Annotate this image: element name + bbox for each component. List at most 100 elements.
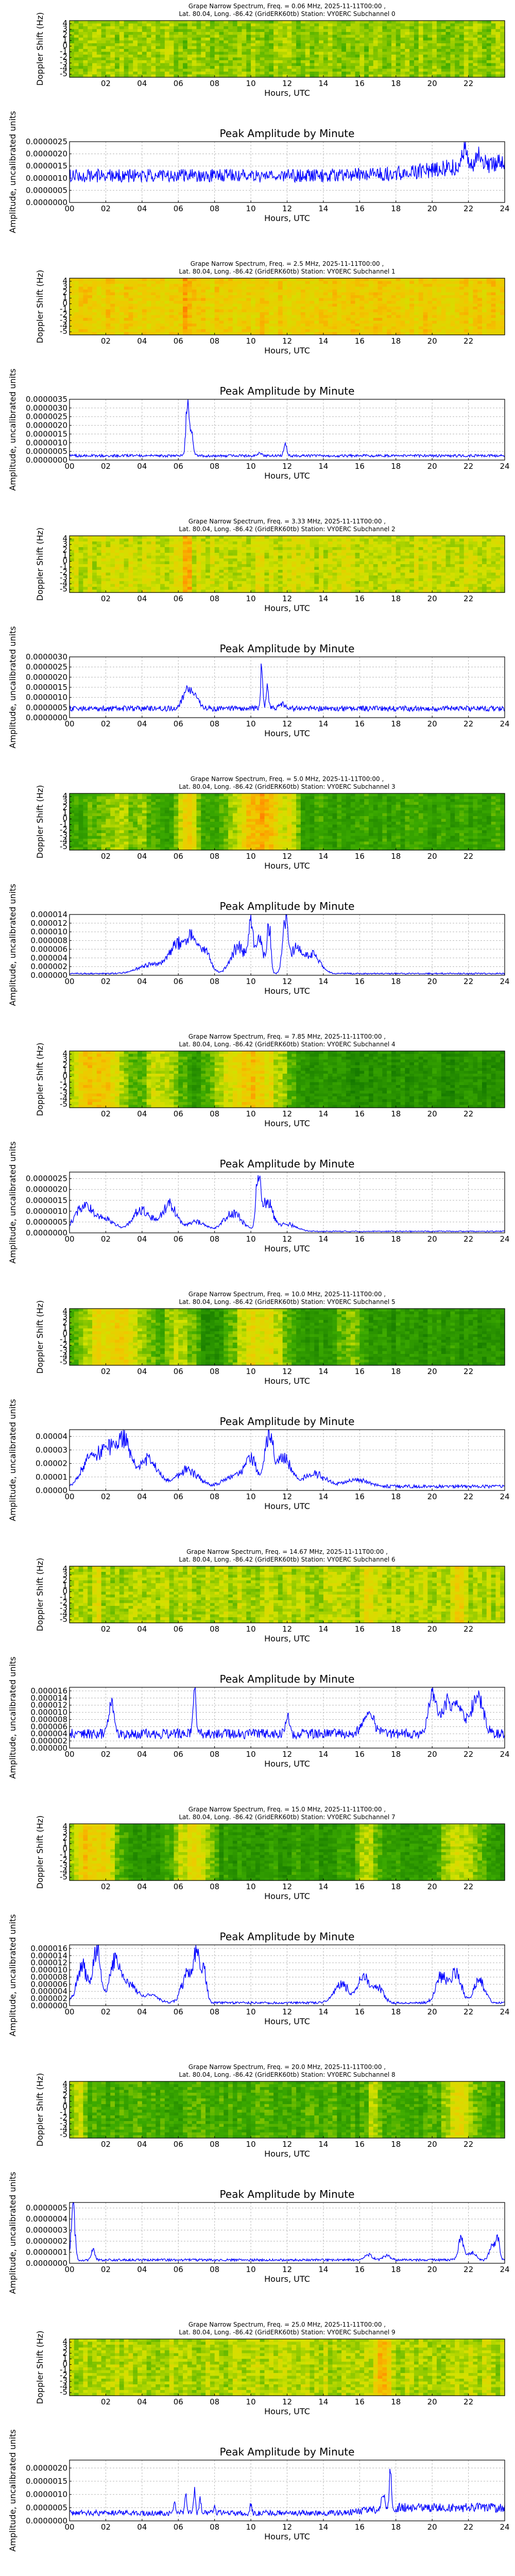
spectrogram-cell: [396, 49, 401, 53]
spectrogram-cell: [455, 286, 460, 290]
spectrogram-cell: [264, 292, 269, 296]
spectrogram-cell: [246, 309, 251, 313]
spectrogram-cell: [427, 69, 433, 72]
spectrogram-cell: [169, 575, 175, 579]
spectrogram-cell: [482, 74, 487, 78]
spectrogram-cell: [418, 309, 424, 313]
spectrogram-cell: [287, 298, 292, 301]
spectrogram-cell: [78, 292, 83, 296]
spectrogram-cell: [364, 290, 369, 293]
spectrogram-cell: [432, 29, 437, 32]
spectrogram-cell: [445, 32, 451, 36]
spectrogram-cell: [450, 307, 455, 310]
spectrogram-cell: [83, 60, 88, 64]
spectrogram-cell: [282, 43, 288, 47]
spectrogram-cell: [201, 298, 206, 301]
spectrogram-cell: [128, 553, 133, 556]
spectrogram-cell: [210, 55, 215, 58]
spectrogram-cell: [246, 21, 251, 24]
spectrogram-cell: [486, 307, 492, 310]
spectrogram-cell: [423, 298, 428, 301]
spectrogram-cell: [201, 589, 206, 593]
spectrogram-cell: [146, 581, 152, 585]
spectrogram-cell: [174, 544, 179, 548]
spectrogram-cell: [124, 32, 129, 36]
spectrogram-cell: [124, 307, 129, 310]
spectrogram-cell: [78, 538, 83, 542]
spectrogram-cell: [169, 35, 175, 38]
spectrogram-cell: [300, 326, 306, 330]
spectrogram-cell: [174, 561, 179, 565]
spectrogram-cell: [96, 72, 102, 75]
spectrogram-cell: [260, 309, 265, 313]
spectrogram-cell: [224, 29, 229, 32]
spectrogram-cell: [138, 21, 143, 24]
spectrogram-cell: [164, 570, 170, 573]
spectrogram-cell: [310, 23, 315, 27]
spectrogram-cell: [255, 558, 261, 562]
spectrogram-cell: [183, 326, 188, 330]
spectrogram-cell: [119, 57, 125, 61]
spectrogram-cell: [269, 52, 274, 55]
spectrogram-cell: [156, 284, 161, 287]
spectrogram-cell: [273, 284, 279, 287]
spectrogram-cell: [332, 292, 337, 296]
spectrogram-cell: [237, 63, 243, 66]
spectrogram-cell: [328, 326, 333, 330]
spectrogram-cell: [92, 544, 97, 548]
spectrogram-cell: [164, 547, 170, 551]
spectrogram-cell: [70, 547, 75, 551]
spectrogram-cell: [160, 536, 165, 539]
spectrogram-cell: [146, 60, 152, 64]
spectrogram-cell: [468, 74, 473, 78]
spectrogram-cell: [441, 324, 447, 327]
spectrogram-cell: [477, 301, 483, 304]
spectrogram-cell: [78, 290, 83, 293]
spectrogram-cell: [260, 541, 265, 545]
spectrogram-cell: [192, 66, 197, 70]
spectrogram-cell: [101, 572, 107, 576]
spectrogram-cell: [305, 29, 311, 32]
spectrogram-cell: [224, 74, 229, 78]
spectrogram-cell: [156, 298, 161, 301]
spectrogram-cell: [423, 290, 428, 293]
spectrogram-cell: [142, 329, 147, 333]
spectrogram-cell: [115, 575, 120, 579]
spectrogram-cell: [214, 309, 220, 313]
spectrogram-cell: [246, 553, 251, 556]
spectrogram-cell: [264, 298, 269, 301]
spectrogram-cell: [201, 578, 206, 582]
spectrogram-cell: [269, 284, 274, 287]
spectrogram-cell: [291, 35, 297, 38]
spectrogram-cell: [400, 66, 405, 70]
spectrogram-cell: [106, 49, 111, 53]
spectrogram-cell: [300, 29, 306, 32]
spectrogram-cell: [246, 57, 251, 61]
spectrogram-cell: [459, 40, 465, 44]
spectrogram-cell: [106, 326, 111, 330]
spectrogram-cell: [210, 284, 215, 287]
spectrogram-cell: [260, 572, 265, 576]
spectrogram-cell: [192, 329, 197, 333]
spectrogram-cell: [101, 49, 107, 53]
spectrogram-cell: [314, 315, 319, 318]
spectrogram-cell: [110, 26, 115, 30]
spectrogram-cell: [101, 281, 107, 284]
spectrogram-cell: [83, 69, 88, 72]
spectrogram-cell: [382, 324, 387, 327]
spectrogram-cell: [192, 332, 197, 335]
spectrogram-cell: [296, 66, 301, 70]
spectrogram-cell: [96, 553, 102, 556]
spectrogram-cell: [291, 57, 297, 61]
spectrogram-cell: [341, 278, 347, 282]
spectrogram-cell: [255, 290, 261, 293]
spectrogram-cell: [264, 23, 269, 27]
spectrogram-cell: [355, 290, 360, 293]
spectrogram-cell: [228, 329, 233, 333]
spectrogram-cell: [459, 57, 465, 61]
spectrogram-cell: [83, 72, 88, 75]
spectrogram-cell: [427, 286, 433, 290]
spectrogram-cell: [373, 312, 379, 316]
spectrogram-cell: [282, 303, 288, 307]
spectrogram-cell: [269, 307, 274, 310]
